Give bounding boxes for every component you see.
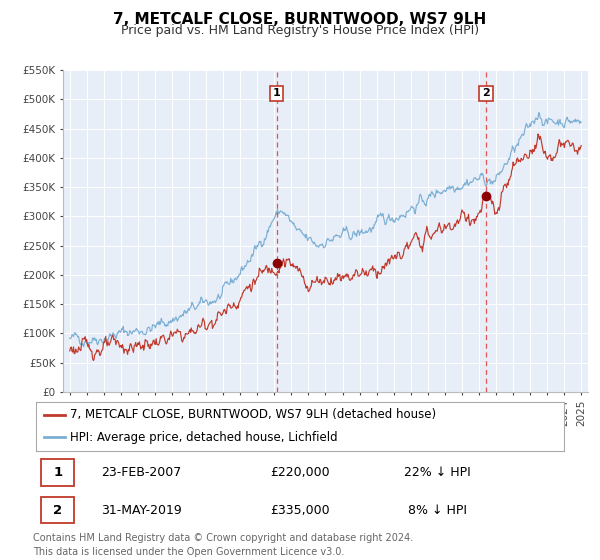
Text: 1: 1 — [273, 88, 280, 99]
Text: 1: 1 — [53, 466, 62, 479]
Text: £220,000: £220,000 — [270, 466, 330, 479]
Text: 2: 2 — [482, 88, 490, 99]
FancyBboxPatch shape — [41, 497, 74, 524]
Text: £335,000: £335,000 — [270, 503, 330, 517]
Text: 7, METCALF CLOSE, BURNTWOOD, WS7 9LH (detached house): 7, METCALF CLOSE, BURNTWOOD, WS7 9LH (de… — [70, 408, 436, 421]
Text: 31-MAY-2019: 31-MAY-2019 — [101, 503, 182, 517]
Text: 8% ↓ HPI: 8% ↓ HPI — [408, 503, 467, 517]
FancyBboxPatch shape — [41, 459, 74, 486]
Text: Contains HM Land Registry data © Crown copyright and database right 2024.
This d: Contains HM Land Registry data © Crown c… — [33, 533, 413, 557]
Text: 7, METCALF CLOSE, BURNTWOOD, WS7 9LH: 7, METCALF CLOSE, BURNTWOOD, WS7 9LH — [113, 12, 487, 27]
Text: HPI: Average price, detached house, Lichfield: HPI: Average price, detached house, Lich… — [70, 431, 338, 444]
Text: 22% ↓ HPI: 22% ↓ HPI — [404, 466, 470, 479]
Text: 23-FEB-2007: 23-FEB-2007 — [101, 466, 182, 479]
Text: Price paid vs. HM Land Registry's House Price Index (HPI): Price paid vs. HM Land Registry's House … — [121, 24, 479, 36]
Text: 2: 2 — [53, 503, 62, 517]
